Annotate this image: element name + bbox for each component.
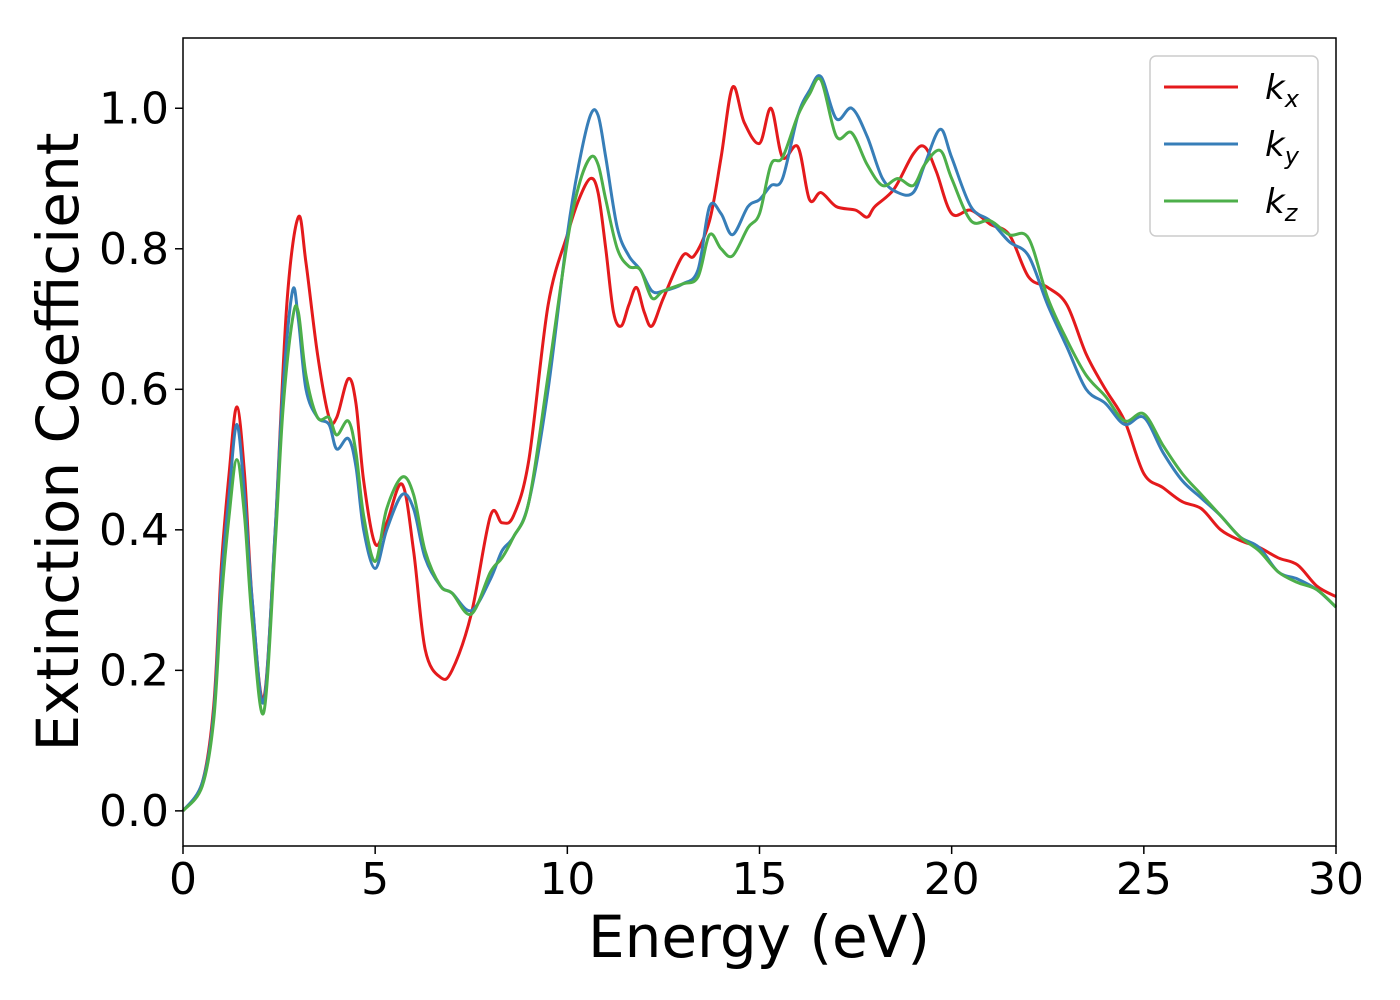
y-tick-label: 0.4 bbox=[99, 505, 169, 556]
x-tick-label: 30 bbox=[1308, 854, 1364, 905]
y-axis-ticks: 0.0 0.2 0.4 0.6 0.8 1.0 bbox=[99, 83, 183, 837]
x-tick-label: 0 bbox=[169, 854, 197, 905]
x-axis-label: Energy (eV) bbox=[588, 903, 930, 971]
x-axis-ticks: 0 5 10 15 20 25 30 bbox=[169, 846, 1364, 905]
series-line-x bbox=[181, 85, 1337, 812]
x-tick-label: 20 bbox=[924, 854, 980, 905]
y-tick-label: 1.0 bbox=[99, 83, 169, 134]
y-tick-label: 0.6 bbox=[99, 364, 169, 415]
legend-box bbox=[1149, 55, 1319, 237]
x-tick-label: 15 bbox=[732, 854, 788, 905]
y-tick-label: 0.2 bbox=[99, 645, 169, 696]
y-axis-label: Extinction Coefficient bbox=[24, 133, 92, 752]
y-tick-label: 0.0 bbox=[99, 786, 169, 837]
x-tick-label: 25 bbox=[1116, 854, 1172, 905]
legend-label-x: kx bbox=[1265, 68, 1300, 113]
legend: kx ky kz bbox=[1149, 55, 1319, 237]
y-tick-label: 0.8 bbox=[99, 224, 169, 275]
legend-label-z: kz bbox=[1265, 182, 1299, 227]
x-tick-label: 10 bbox=[539, 854, 595, 905]
series-layer bbox=[181, 74, 1338, 812]
legend-label-y: ky bbox=[1265, 125, 1300, 170]
series-line-z bbox=[181, 77, 1338, 812]
x-tick-label: 5 bbox=[361, 854, 389, 905]
